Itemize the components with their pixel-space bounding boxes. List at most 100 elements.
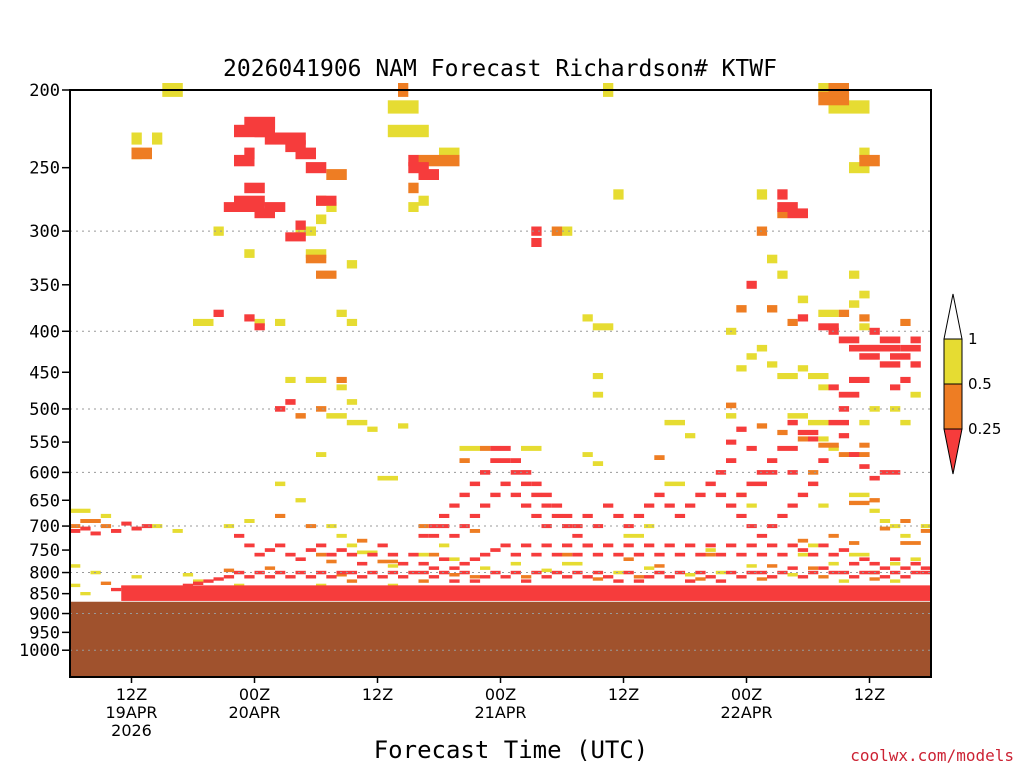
ri-cell <box>244 575 255 579</box>
ri-cell <box>531 226 542 236</box>
ri-cell <box>787 419 798 426</box>
ri-cell <box>920 529 932 533</box>
ri-cell <box>869 498 880 503</box>
ri-cell <box>879 566 891 570</box>
ri-cell <box>674 570 686 575</box>
ri-cell <box>500 575 511 579</box>
ri-cell <box>849 376 870 383</box>
ri-cell <box>910 561 921 566</box>
ri-cell <box>428 533 440 538</box>
ri-cell <box>705 543 716 548</box>
x-tick-label: 2026 <box>111 721 152 740</box>
ri-cell <box>500 481 511 487</box>
ri-cell <box>890 557 901 561</box>
ri-cell <box>849 492 870 498</box>
ri-cell <box>449 557 460 561</box>
ri-cell <box>367 570 378 575</box>
ri-cell <box>797 314 809 322</box>
ground-fill <box>70 601 931 677</box>
ri-cell <box>890 570 901 575</box>
ri-cell <box>408 154 419 167</box>
ri-cell <box>521 445 542 451</box>
ri-cell <box>439 570 450 575</box>
ri-cell <box>787 318 798 326</box>
ri-cell <box>664 419 685 426</box>
ri-cell <box>726 543 737 548</box>
ri-cell <box>480 445 491 451</box>
ri-cell <box>603 503 614 508</box>
ri-cell <box>531 481 542 487</box>
ri-cell <box>80 592 91 596</box>
ri-cell <box>305 254 327 264</box>
ri-cell <box>541 503 552 508</box>
ri-cell <box>787 208 808 219</box>
ri-cell <box>439 524 450 529</box>
x-tick-label: 00Z <box>485 685 516 704</box>
ri-cell <box>818 575 829 579</box>
ri-cell <box>295 570 306 575</box>
ri-cell <box>459 561 470 566</box>
ri-cell <box>244 519 255 523</box>
ri-cell <box>654 564 665 568</box>
ri-cell <box>818 503 829 508</box>
ri-cell <box>910 336 921 344</box>
ri-cell <box>777 570 788 575</box>
ri-cell <box>213 577 224 581</box>
ri-cell <box>100 581 112 585</box>
ri-cell <box>623 533 644 538</box>
ri-cell <box>767 543 778 548</box>
ri-cell <box>900 376 911 383</box>
ri-cell <box>920 570 932 575</box>
ri-cell <box>890 406 901 412</box>
ri-cell <box>295 413 306 419</box>
ri-cell <box>808 566 819 570</box>
ri-cell <box>346 260 358 269</box>
ri-cell <box>592 577 604 581</box>
ri-cell <box>531 238 542 247</box>
ri-cell <box>869 475 880 481</box>
ri-cell <box>490 492 501 498</box>
ri-cell <box>797 575 809 579</box>
ri-cell <box>428 552 440 557</box>
colorbar-top-arrow <box>943 293 963 340</box>
ri-cell <box>623 543 634 548</box>
ri-cell <box>859 323 870 331</box>
ri-cell <box>469 579 481 583</box>
ri-cell <box>849 541 860 545</box>
y-tick-label: 500 <box>29 400 60 420</box>
x-axis-title: Forecast Time (UTC) <box>374 736 649 764</box>
ri-cell <box>449 533 460 538</box>
ri-cell <box>582 314 593 322</box>
ri-cell <box>715 470 727 475</box>
ri-low-layer <box>121 585 931 601</box>
ri-cell <box>254 318 265 326</box>
ri-cell <box>777 270 788 279</box>
ri-cell <box>900 541 921 545</box>
x-tick-label: 20APR <box>228 703 280 722</box>
y-tick-label: 600 <box>29 463 60 483</box>
ri-cell <box>490 445 501 451</box>
ri-cell <box>685 433 696 439</box>
ri-cell <box>777 513 788 518</box>
colorbar-bin <box>943 383 963 430</box>
ri-cell <box>377 559 398 564</box>
x-tick-label: 19APR <box>105 703 157 722</box>
ri-cell <box>613 513 624 518</box>
ri-cell <box>910 570 921 575</box>
ri-cell <box>756 423 768 429</box>
ri-cell <box>808 470 819 475</box>
ri-cell <box>890 524 901 529</box>
ri-cell <box>490 570 501 575</box>
ri-cell <box>777 445 798 451</box>
ri-cell <box>562 561 583 566</box>
ri-cell <box>469 481 481 487</box>
ri-cell <box>510 552 521 557</box>
ri-cell <box>562 513 573 518</box>
ri-cell <box>787 470 798 475</box>
ri-cell <box>223 202 265 212</box>
ri-cell <box>859 442 870 448</box>
ri-cell <box>387 570 399 575</box>
ri-cell <box>326 552 337 557</box>
ri-cell <box>111 587 122 592</box>
ri-cell <box>828 384 839 391</box>
